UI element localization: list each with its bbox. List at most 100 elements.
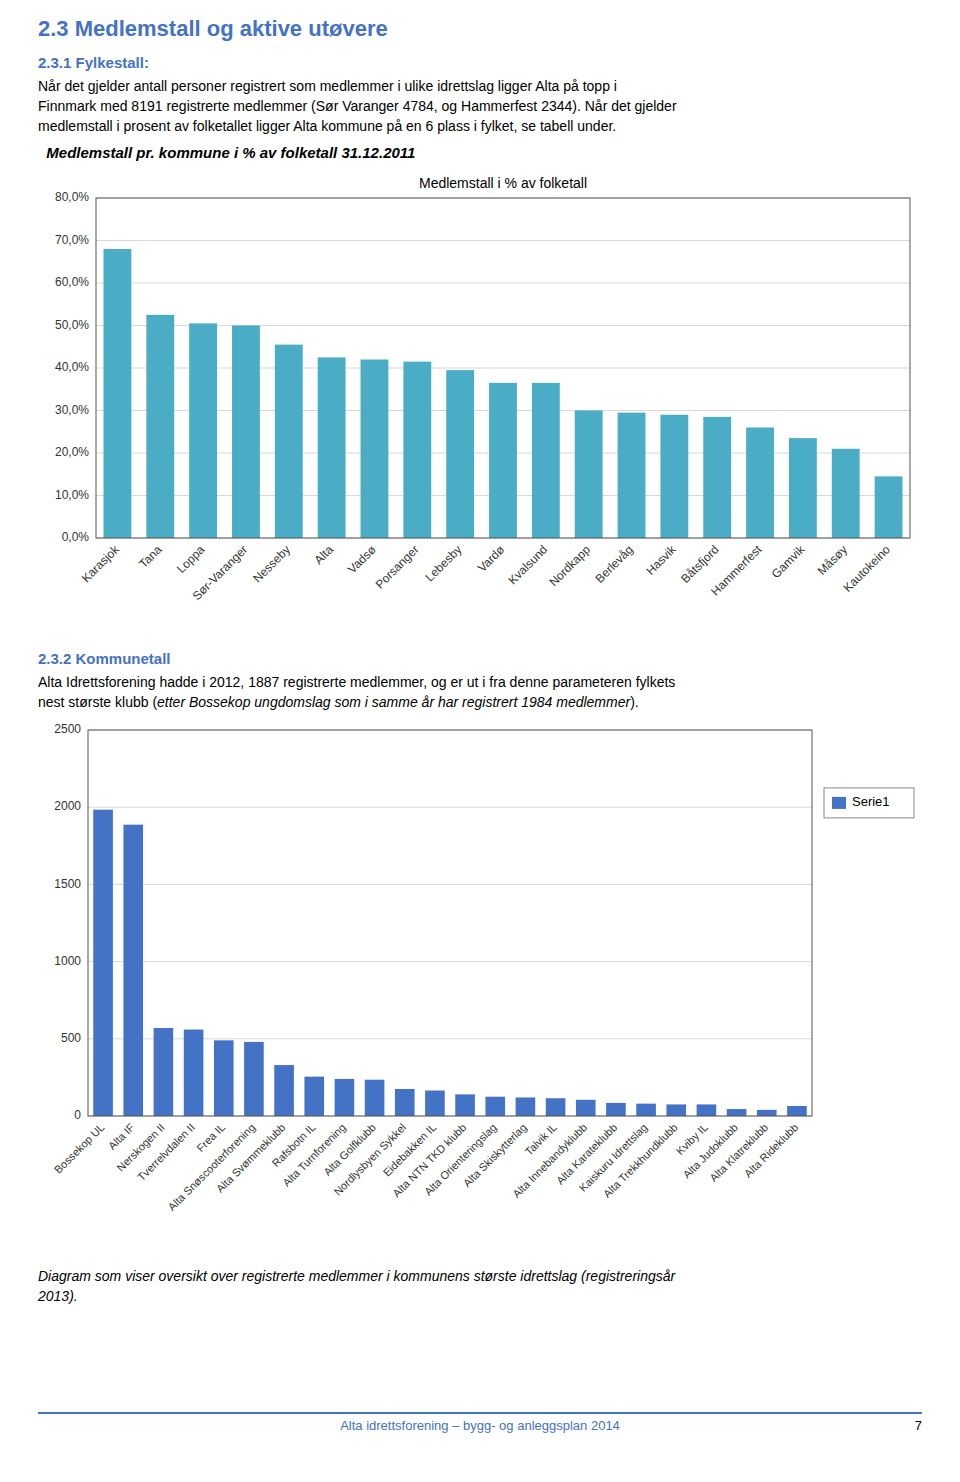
bar: [575, 411, 603, 539]
legend-label: Serie1: [852, 794, 890, 809]
chart-container: 05001000150020002500Bossekop ULAlta IFNe…: [38, 716, 922, 1260]
bars: [93, 810, 806, 1116]
bar: [455, 1094, 475, 1116]
footer: Alta idrettsforening – bygg- og anleggsp…: [38, 1412, 922, 1440]
x-tick-label: Vardø: [475, 542, 508, 575]
bars: [103, 249, 902, 538]
chart: 0,0%10,0%20,0%30,0%40,0%50,0%60,0%70,0%8…: [38, 168, 922, 638]
bar: [232, 326, 260, 539]
bar: [832, 449, 860, 538]
x-tick-label: Hasvik: [643, 542, 679, 578]
bar: [361, 360, 389, 539]
y-tick-label: 0,0%: [62, 530, 90, 544]
grid-line: [88, 884, 812, 885]
x-tick-label: Tverrelvdalen II: [135, 1121, 197, 1183]
footer-rule: [38, 1412, 922, 1414]
bar: [727, 1109, 747, 1116]
x-tick-label: Alta Trekkhundklubb: [601, 1121, 680, 1200]
y-tick-label: 70,0%: [55, 233, 89, 247]
y-tick-label: 1000: [54, 954, 81, 968]
chart-container: 0,0%10,0%20,0%30,0%40,0%50,0%60,0%70,0%8…: [38, 168, 922, 642]
plot-background: [88, 730, 812, 1116]
bar: [636, 1104, 656, 1116]
x-tick-label: Alta Skiskytterlag: [461, 1121, 529, 1189]
bar: [576, 1100, 596, 1116]
bar: [446, 370, 474, 538]
bar: [618, 413, 646, 538]
x-tick-label: Alta Rideklubb: [742, 1121, 801, 1180]
plot-frame: [88, 730, 812, 1116]
bar: [489, 383, 517, 538]
grid-line: [96, 368, 910, 369]
bar: [93, 810, 113, 1116]
bar: [875, 476, 903, 538]
section-heading: 2.3.1 Fylkestall:: [38, 52, 922, 74]
bar: [244, 1042, 264, 1116]
body-text: Når det gjelder antall personer registre…: [38, 76, 922, 96]
body-text: nest største klubb (etter Bossekop ungdo…: [38, 692, 922, 712]
body-text: Finnmark med 8191 registrerte medlemmer …: [38, 96, 922, 116]
y-tick-label: 20,0%: [55, 445, 89, 459]
y-tick-label: 40,0%: [55, 360, 89, 374]
x-tick-label: Nesseby: [250, 542, 293, 585]
grid-line: [96, 283, 910, 284]
bar: [146, 315, 174, 538]
bar: [189, 323, 217, 538]
footer-row: Alta idrettsforening – bygg- og anleggsp…: [38, 1418, 922, 1440]
x-tick-label: Alta: [311, 542, 336, 567]
body-text-part: nest største klubb (: [38, 694, 157, 710]
x-tick-label: Kautokeino: [841, 542, 894, 595]
y-tick-label: 30,0%: [55, 403, 89, 417]
x-tick-label: Lebesby: [423, 542, 465, 584]
x-tick-label: Sør-Varanger: [190, 542, 251, 603]
bar: [697, 1104, 717, 1116]
y-tick-label: 1500: [54, 877, 81, 891]
page-number: 7: [915, 1418, 922, 1433]
x-tick-label: Måsøy: [815, 542, 850, 577]
x-tick-label: Tana: [136, 542, 165, 571]
x-tick-label: Båtsfjord: [678, 542, 721, 585]
bar: [660, 415, 688, 538]
y-tick-label: 60,0%: [55, 275, 89, 289]
caption-line: Diagram som viser oversikt over registre…: [38, 1266, 922, 1286]
bar: [546, 1098, 566, 1116]
body-text: medlemstall i prosent av folketallet lig…: [38, 116, 922, 136]
body-text-part: ).: [630, 694, 639, 710]
grid-line: [96, 325, 910, 326]
x-tick-label: Karasjok: [79, 542, 123, 586]
y-tick-label: 80,0%: [55, 190, 89, 204]
chart-title: Medlemstall i % av folketall: [419, 175, 587, 191]
page-title: 2.3 Medlemstall og aktive utøvere: [38, 14, 922, 44]
bar: [123, 825, 143, 1116]
x-tick-label: Eidebakken IL: [381, 1121, 439, 1179]
bar: [103, 249, 131, 538]
x-tick-label: Gamvik: [769, 542, 808, 581]
plot-frame: [96, 198, 910, 538]
caption-line: 2013).: [38, 1286, 922, 1306]
bar: [214, 1040, 234, 1116]
bar: [304, 1077, 324, 1116]
bar: [275, 345, 303, 538]
bar: [154, 1028, 174, 1116]
bar: [485, 1097, 505, 1116]
body-text-part: etter Bossekop ungdomslag som i samme år…: [157, 694, 630, 710]
bar: [395, 1089, 415, 1116]
x-tick-label: Bossekop UL: [52, 1121, 107, 1176]
bar: [606, 1103, 626, 1116]
bar: [274, 1065, 294, 1116]
bar: [318, 357, 346, 538]
y-tick-label: 2000: [54, 799, 81, 813]
caption: Diagram som viser oversikt over registre…: [38, 1266, 922, 1306]
x-tick-label: Vadsø: [345, 542, 379, 576]
legend: Serie1: [824, 788, 914, 818]
bar: [184, 1030, 204, 1116]
y-tick-label: 0: [74, 1108, 81, 1122]
bar: [335, 1079, 355, 1116]
x-tick-label: Nordkapp: [546, 542, 593, 589]
bar: [703, 417, 731, 538]
x-tick-label: Kvalsund: [505, 542, 550, 587]
bar: [516, 1097, 536, 1116]
bar: [365, 1080, 385, 1116]
x-tick-label: Berlevåg: [592, 542, 635, 585]
bar: [425, 1091, 445, 1116]
